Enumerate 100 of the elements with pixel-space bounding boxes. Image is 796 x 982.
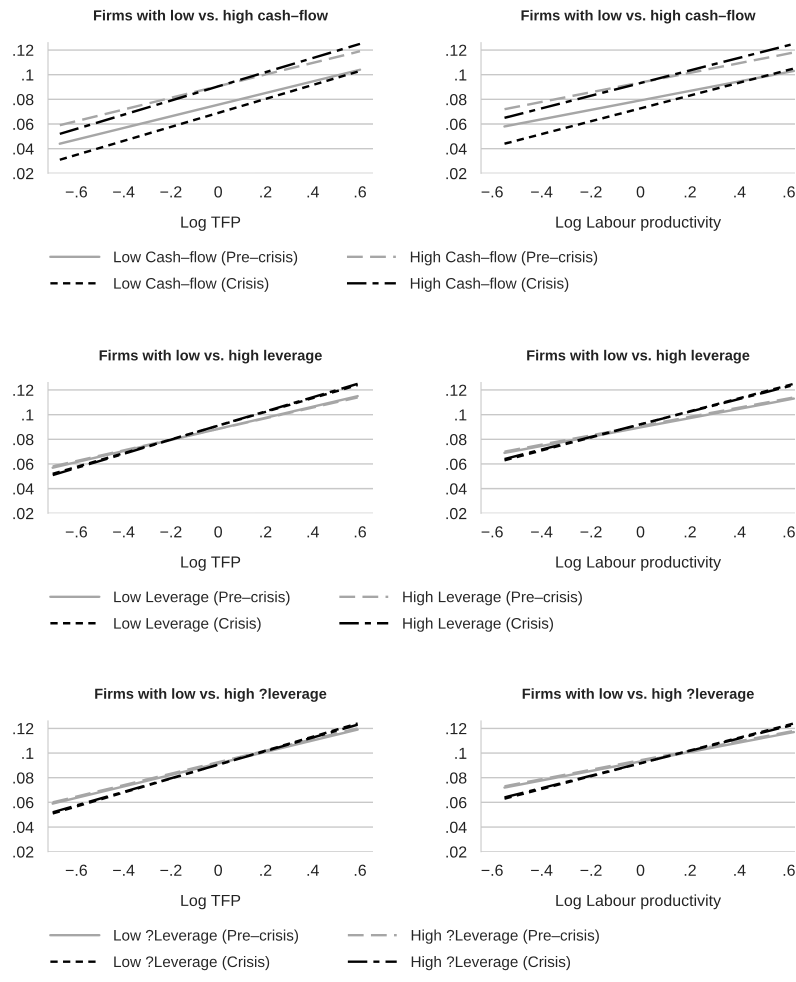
x-tick-label: .6 <box>784 526 795 538</box>
x-tick-label: .6 <box>354 526 366 538</box>
chart-title: Firms with low vs. high cash–flow <box>522 10 756 24</box>
y-tick-label: .12 <box>13 384 34 396</box>
x-tick-label: −.6 <box>66 526 87 538</box>
legend-label: High ?Leverage (Pre–crisis) <box>412 929 599 944</box>
x-tick-label: −.2 <box>580 864 602 876</box>
legend-label: Low ?Leverage (Pre–crisis) <box>114 929 298 944</box>
x-tick-label: −.6 <box>66 186 87 198</box>
legend-label: High Cash–flow (Pre–crisis) <box>410 251 598 266</box>
y-tick-label: .12 <box>13 44 34 56</box>
y-tick-label: .02 <box>446 168 466 180</box>
y-tick-label: .12 <box>446 384 466 396</box>
x-tick-label: −.2 <box>580 526 602 538</box>
legend-label: High Leverage (Pre–crisis) <box>403 591 582 606</box>
x-tick-label: .4 <box>308 186 319 198</box>
legend-label: Low ?Leverage (Crisis) <box>114 956 270 970</box>
x-tick-label: −.6 <box>482 186 503 198</box>
y-tick-label: .1 <box>455 409 466 420</box>
y-tick-label: .02 <box>13 168 34 180</box>
y-tick-label: .08 <box>446 434 466 446</box>
x-tick-label: 0 <box>214 186 222 198</box>
y-tick-label: .06 <box>446 118 466 130</box>
x-tick-label: .4 <box>734 864 746 876</box>
x-tick-label: 0 <box>214 864 222 876</box>
x-tick-label: 0 <box>636 864 644 876</box>
x-tick-label: −.4 <box>113 526 134 538</box>
x-tick-label: −.4 <box>531 186 552 198</box>
y-tick-label: .04 <box>446 143 467 155</box>
y-tick-label: .06 <box>13 118 34 130</box>
y-tick-label: .04 <box>446 822 467 833</box>
y-tick-label: .12 <box>13 723 34 734</box>
x-tick-label: .4 <box>734 526 746 538</box>
y-tick-label: .04 <box>13 483 34 495</box>
x-tick-label: .2 <box>684 186 696 198</box>
y-tick-label: .1 <box>22 69 34 80</box>
x-tick-label: −.2 <box>580 186 602 198</box>
x-axis-title: Log Labour productivity <box>556 556 722 571</box>
y-tick-label: .12 <box>446 723 466 734</box>
legend-label: High Cash–flow (Crisis) <box>410 278 568 292</box>
x-tick-label: .2 <box>684 526 696 538</box>
legend-label: High Leverage (Crisis) <box>403 618 554 632</box>
x-tick-label: .2 <box>260 186 272 198</box>
x-tick-label: .6 <box>354 864 366 876</box>
y-tick-label: .08 <box>13 772 34 784</box>
x-tick-label: .6 <box>784 186 795 198</box>
y-tick-label: .1 <box>455 69 466 80</box>
x-axis-title: Log TFP <box>181 894 240 910</box>
x-tick-label: 0 <box>636 526 644 538</box>
y-tick-label: .1 <box>455 748 466 759</box>
legend-label: High ?Leverage (Crisis) <box>412 956 570 970</box>
x-tick-label: −.6 <box>482 864 503 876</box>
y-tick-label: .08 <box>446 772 466 784</box>
x-tick-label: .2 <box>260 864 272 876</box>
x-tick-label: .6 <box>354 186 366 198</box>
y-tick-label: .12 <box>446 44 466 56</box>
x-tick-label: 0 <box>636 186 644 198</box>
x-tick-label: −.4 <box>113 864 134 876</box>
x-tick-label: −.6 <box>66 864 87 876</box>
y-tick-label: .06 <box>446 458 466 470</box>
y-tick-label: .02 <box>13 508 34 520</box>
y-tick-label: .08 <box>13 94 34 106</box>
legend-label: Low Leverage (Crisis) <box>114 618 261 632</box>
x-axis-title: Log Labour productivity <box>556 894 722 910</box>
y-tick-label: .04 <box>13 822 34 833</box>
x-tick-label: −.2 <box>160 186 182 198</box>
x-tick-label: 0 <box>214 526 222 538</box>
x-tick-label: .2 <box>260 526 272 538</box>
x-tick-label: −.4 <box>531 526 552 538</box>
x-tick-label: .6 <box>784 864 795 876</box>
chart-title: Firms with low vs. high leverage <box>100 350 322 364</box>
x-axis-title: Log Labour productivity <box>556 216 722 231</box>
chart-title: Firms with low vs. high leverage <box>527 350 750 364</box>
x-tick-label: .4 <box>308 864 319 876</box>
chart-title: Firms with low vs. high cash–flow <box>94 10 328 24</box>
y-tick-label: .02 <box>13 846 34 858</box>
x-tick-label: −.2 <box>160 864 182 876</box>
y-tick-label: .04 <box>13 143 34 155</box>
chart-title: Firms with low vs. high ?leverage <box>95 688 326 702</box>
x-axis-title: Log TFP <box>181 556 240 571</box>
y-tick-label: .06 <box>446 797 466 808</box>
x-tick-label: .4 <box>308 526 319 538</box>
legend-label: Low Cash–flow (Pre–crisis) <box>114 251 298 266</box>
legend-label: Low Cash–flow (Crisis) <box>114 278 268 292</box>
y-tick-label: .1 <box>22 409 34 420</box>
x-axis-title: Log TFP <box>181 216 240 231</box>
y-tick-label: .06 <box>13 797 34 808</box>
y-tick-label: .04 <box>446 483 467 495</box>
x-tick-label: −.4 <box>531 864 552 876</box>
y-tick-label: .06 <box>13 458 34 470</box>
y-tick-label: .02 <box>446 846 466 858</box>
y-tick-label: .08 <box>446 94 466 106</box>
x-tick-label: .2 <box>684 864 696 876</box>
y-tick-label: .08 <box>13 434 34 446</box>
x-tick-label: −.6 <box>482 526 503 538</box>
chart-title: Firms with low vs. high ?leverage <box>522 688 754 702</box>
legend-label: Low Leverage (Pre–crisis) <box>114 591 290 606</box>
y-tick-label: .1 <box>22 748 34 759</box>
x-tick-label: −.4 <box>113 186 134 198</box>
x-tick-label: .4 <box>734 186 746 198</box>
